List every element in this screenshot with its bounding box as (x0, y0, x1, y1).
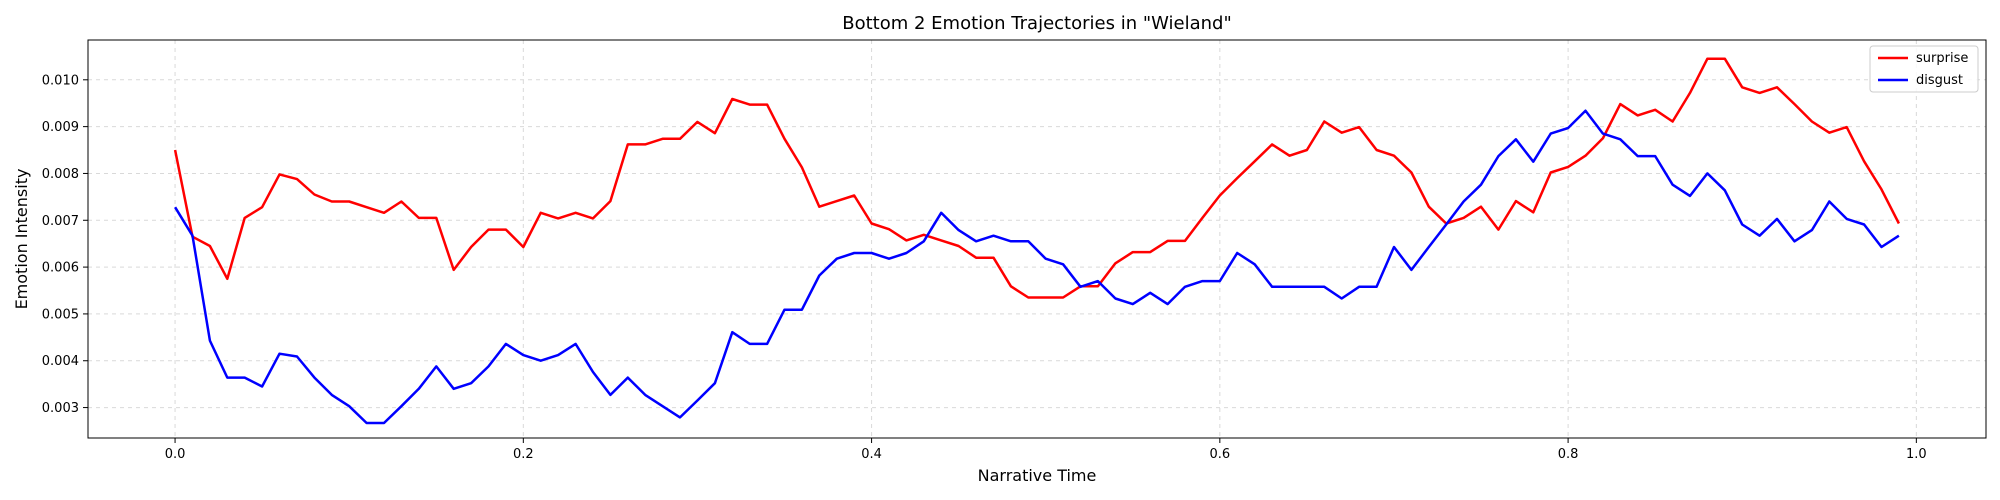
y-tick-label: 0.010 (42, 73, 79, 88)
y-tick-label: 0.006 (42, 261, 79, 276)
x-tick-label: 0.2 (513, 447, 534, 462)
legend: surprise disgust (1869, 45, 1979, 93)
y-tick-label: 0.009 (42, 120, 79, 135)
legend-label-surprise: surprise (1916, 51, 1968, 66)
y-axis-ticks: 0.003 0.004 0.005 0.006 0.007 0.008 0.009 0.010 (42, 73, 88, 416)
series-line-surprise (173, 57, 1901, 299)
series-lines (173, 57, 1901, 425)
x-axis-ticks: 0.0 0.2 0.4 0.6 0.8 1.0 (165, 438, 1927, 462)
x-tick-label: 1.0 (1906, 447, 1927, 462)
y-tick-label: 0.008 (42, 167, 79, 182)
legend-label-disgust: disgust (1916, 73, 1963, 88)
x-axis-label: Narrative Time (978, 466, 1097, 485)
plot-frame (87, 39, 1987, 439)
x-tick-label: 0.0 (165, 447, 186, 462)
x-tick-label: 0.6 (1209, 447, 1230, 462)
series-line-disgust (174, 109, 1900, 425)
y-tick-label: 0.005 (42, 307, 79, 322)
grid-lines (88, 40, 1986, 438)
y-axis-label: Emotion Intensity (12, 169, 31, 310)
x-tick-label: 0.4 (861, 447, 882, 462)
y-tick-label: 0.004 (42, 354, 79, 369)
y-tick-label: 0.007 (42, 214, 79, 229)
x-tick-label: 0.8 (1558, 447, 1579, 462)
chart-title: Bottom 2 Emotion Trajectories in "Wielan… (842, 13, 1231, 34)
y-tick-label: 0.003 (42, 401, 79, 416)
